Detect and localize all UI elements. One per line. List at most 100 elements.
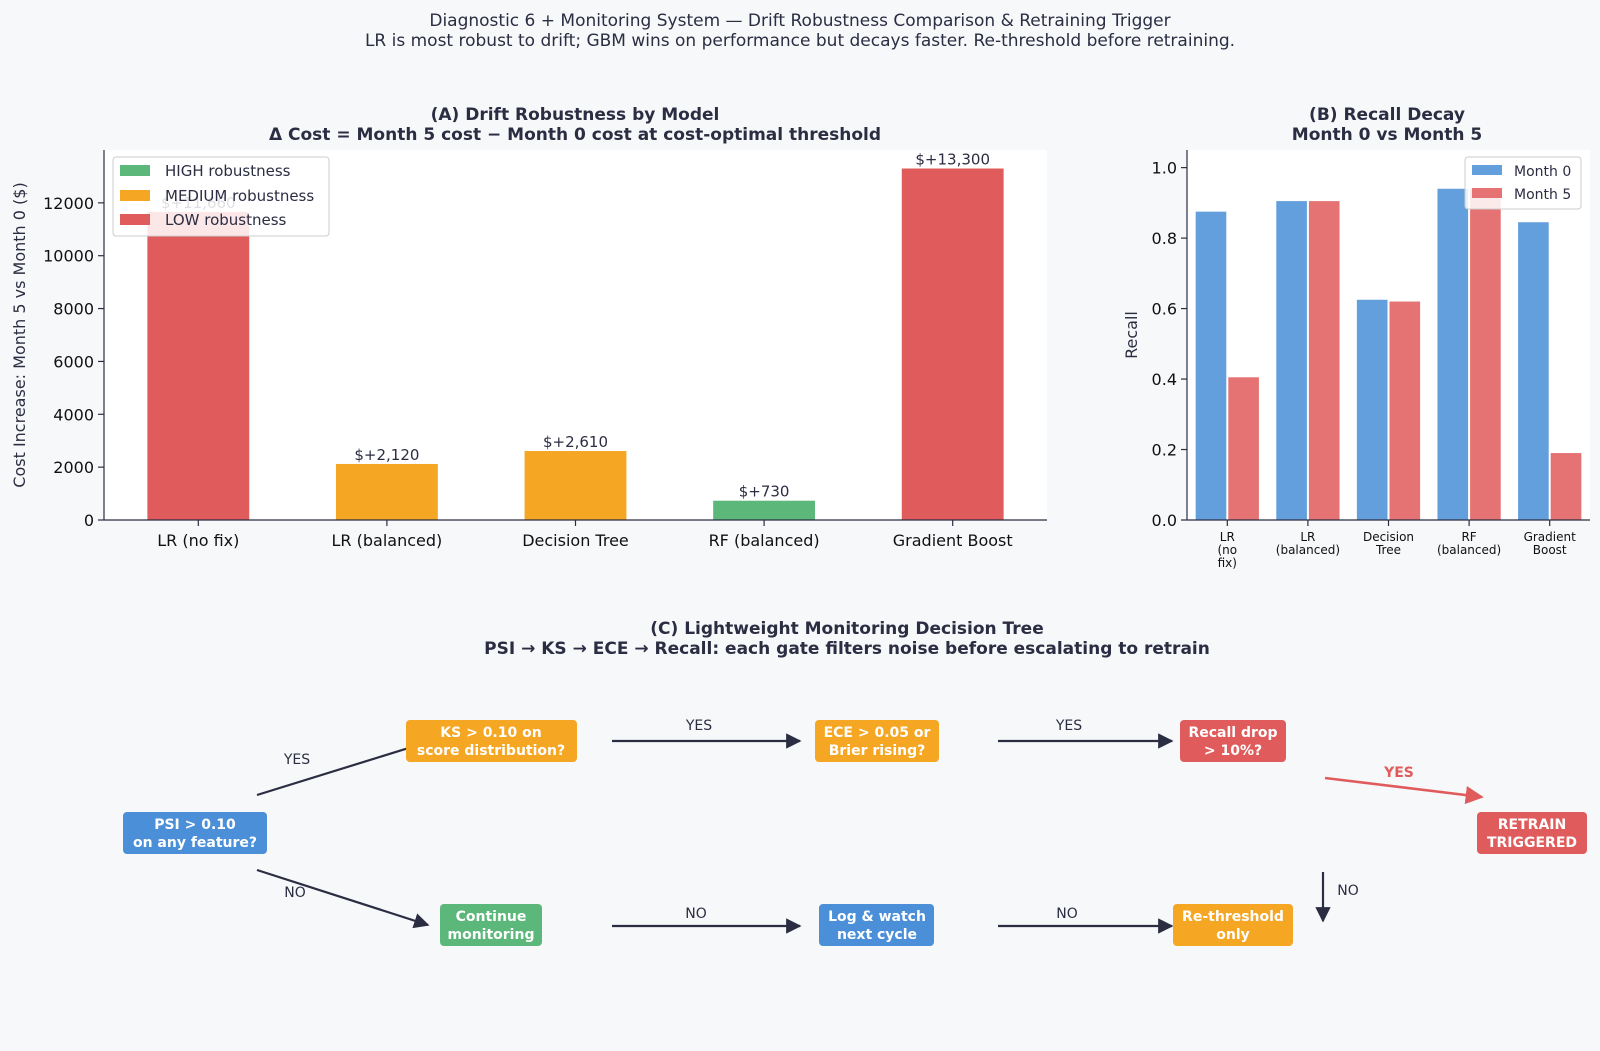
figure-title: Diagnostic 6 + Monitoring System — Drift… [429, 11, 1170, 31]
b-bar-month0 [1276, 201, 1307, 520]
panel-c-subtitle: PSI → KS → ECE → Recall: each gate filte… [484, 639, 1210, 659]
b-bar-month5 [1389, 301, 1421, 520]
a-value-label: $+13,300 [915, 151, 990, 169]
node-rethreshold: Re-threshold only [1173, 904, 1293, 946]
b-ytick-label: 0.8 [1152, 229, 1177, 248]
a-ytick-label: 12000 [43, 194, 94, 213]
legend-swatch-low [120, 214, 150, 225]
node-psi-line1: PSI > 0.10 [154, 817, 236, 833]
legend-swatch-high [120, 165, 150, 176]
node-ks-line2: score distribution? [417, 743, 565, 759]
b-xtick-label: (balanced) [1437, 543, 1501, 557]
legend-swatch-medium [120, 190, 150, 201]
node-rethreshold-line1: Re-threshold [1182, 909, 1284, 925]
b-xtick-label: Tree [1375, 543, 1401, 557]
panel-a-bars [147, 168, 1004, 521]
b-xtick-label: (balanced) [1276, 543, 1340, 557]
b-bar-month0 [1195, 211, 1227, 520]
b-xtick-label: LR [1300, 530, 1315, 544]
node-retrain-line2: TRIGGERED [1487, 835, 1577, 851]
edge-label-recall-yes: YES [1383, 765, 1414, 781]
a-ytick-label: 4000 [53, 405, 94, 424]
a-bar [901, 168, 1004, 520]
panel-a-x-labels: LR (no fix) LR (balanced) Decision Tree RF … [157, 520, 1013, 550]
a-bar [713, 500, 816, 520]
edge-psi-no [256, 868, 430, 929]
panel-b-title: (B) Recall Decay [1309, 105, 1465, 125]
node-ece: ECE > 0.05 or Brier rising? [815, 720, 939, 762]
edge-label-continue-no: NO [685, 906, 707, 922]
legend-label-month0: Month 0 [1514, 164, 1571, 180]
a-ytick-label: 10000 [43, 247, 94, 266]
edge-label-ks-yes: YES [685, 718, 712, 734]
panel-a-drift-robustness: (A) Drift Robustness by Model Δ Cost = M… [10, 105, 1047, 550]
panel-c-decision-tree: (C) Lightweight Monitoring Decision Tree… [123, 619, 1587, 946]
node-continue: Continue monitoring [440, 904, 542, 946]
node-ece-line1: ECE > 0.05 or [824, 725, 931, 741]
b-xtick-label: Gradient [1524, 530, 1577, 544]
panel-b-subtitle: Month 0 vs Month 5 [1292, 125, 1482, 145]
figure-subtitle: LR is most robust to drift; GBM wins on … [365, 31, 1235, 51]
legend-swatch-month0 [1472, 165, 1502, 175]
edge-label-recall-no: NO [1337, 883, 1359, 899]
a-value-label: $+2,610 [543, 433, 608, 451]
legend-label-low: LOW robustness [165, 211, 287, 229]
node-recall: Recall drop > 10%? [1180, 720, 1286, 762]
b-xtick-label: Boost [1533, 543, 1567, 557]
node-retrain-line1: RETRAIN [1498, 817, 1566, 833]
node-psi: PSI > 0.10 on any feature? [123, 812, 267, 854]
b-bar-month5 [1308, 201, 1340, 520]
a-xtick-label: LR (balanced) [332, 531, 443, 550]
a-xtick-label: LR (no fix) [157, 531, 239, 550]
node-log-line1: Log & watch [828, 909, 926, 925]
legend-label-medium: MEDIUM robustness [165, 187, 314, 205]
panel-a-legend-box [112, 156, 330, 237]
edge-label-ece-yes: YES [1055, 718, 1082, 734]
panel-b-legend: Month 0 Month 5 [1464, 156, 1582, 210]
a-bar [524, 451, 627, 520]
a-ytick-label: 6000 [53, 352, 94, 371]
b-bar-month0 [1518, 222, 1549, 520]
b-xtick-label: (no [1217, 543, 1237, 557]
panel-c-title: (C) Lightweight Monitoring Decision Tree [650, 619, 1043, 639]
node-ks: KS > 0.10 on score distribution? [406, 720, 577, 762]
node-rethreshold-line2: only [1216, 927, 1250, 943]
panel-b-recall-decay: (B) Recall Decay Month 0 vs Month 5 0.0 0… [1122, 105, 1590, 570]
a-xtick-label: Decision Tree [522, 531, 629, 550]
a-ytick-label: 8000 [53, 300, 94, 319]
node-log-line2: next cycle [837, 927, 917, 943]
b-xtick-label: RF [1461, 530, 1476, 544]
b-ytick-label: 0.6 [1152, 300, 1177, 319]
b-bar-month5 [1228, 377, 1259, 520]
panel-b-bars [1195, 188, 1582, 520]
panel-b-y-ticks: 0.0 0.2 0.4 0.6 0.8 1.0 [1152, 159, 1187, 530]
node-recall-line1: Recall drop [1188, 725, 1277, 741]
a-value-label: $+2,120 [354, 446, 419, 464]
b-bar-month0 [1356, 299, 1388, 520]
panel-b-x-labels: LR(nofix)LR(balanced)DecisionTreeRF(bala… [1217, 520, 1576, 570]
node-continue-line1: Continue [456, 909, 527, 925]
panel-a-y-ticks: 0 2000 4000 6000 8000 10000 12000 [43, 194, 104, 530]
b-ytick-label: 0.0 [1152, 511, 1177, 530]
panel-a-subtitle: Δ Cost = Month 5 cost − Month 0 cost at … [269, 125, 881, 145]
legend-label-month5: Month 5 [1514, 187, 1571, 203]
a-ytick-label: 0 [84, 511, 94, 530]
node-ece-line2: Brier rising? [829, 743, 926, 759]
node-psi-line2: on any feature? [133, 835, 257, 851]
node-ks-line1: KS > 0.10 on [440, 725, 541, 741]
b-xtick-label: Decision [1363, 530, 1414, 544]
edge-label-psi-no: NO [284, 885, 306, 901]
a-xtick-label: RF (balanced) [709, 531, 820, 550]
a-ytick-label: 2000 [53, 458, 94, 477]
edge-label-psi-yes: YES [283, 752, 310, 768]
b-xtick-label: fix) [1218, 556, 1237, 570]
b-bar-month5 [1550, 453, 1582, 520]
a-bar [147, 211, 250, 521]
panel-a-y-label: Cost Increase: Month 5 vs Month 0 ($) [10, 182, 29, 487]
a-bar [335, 463, 438, 520]
panel-b-y-label: Recall [1122, 311, 1141, 359]
b-ytick-label: 0.2 [1152, 441, 1177, 460]
edge-label-log-no: NO [1056, 906, 1078, 922]
b-ytick-label: 0.4 [1152, 370, 1177, 389]
